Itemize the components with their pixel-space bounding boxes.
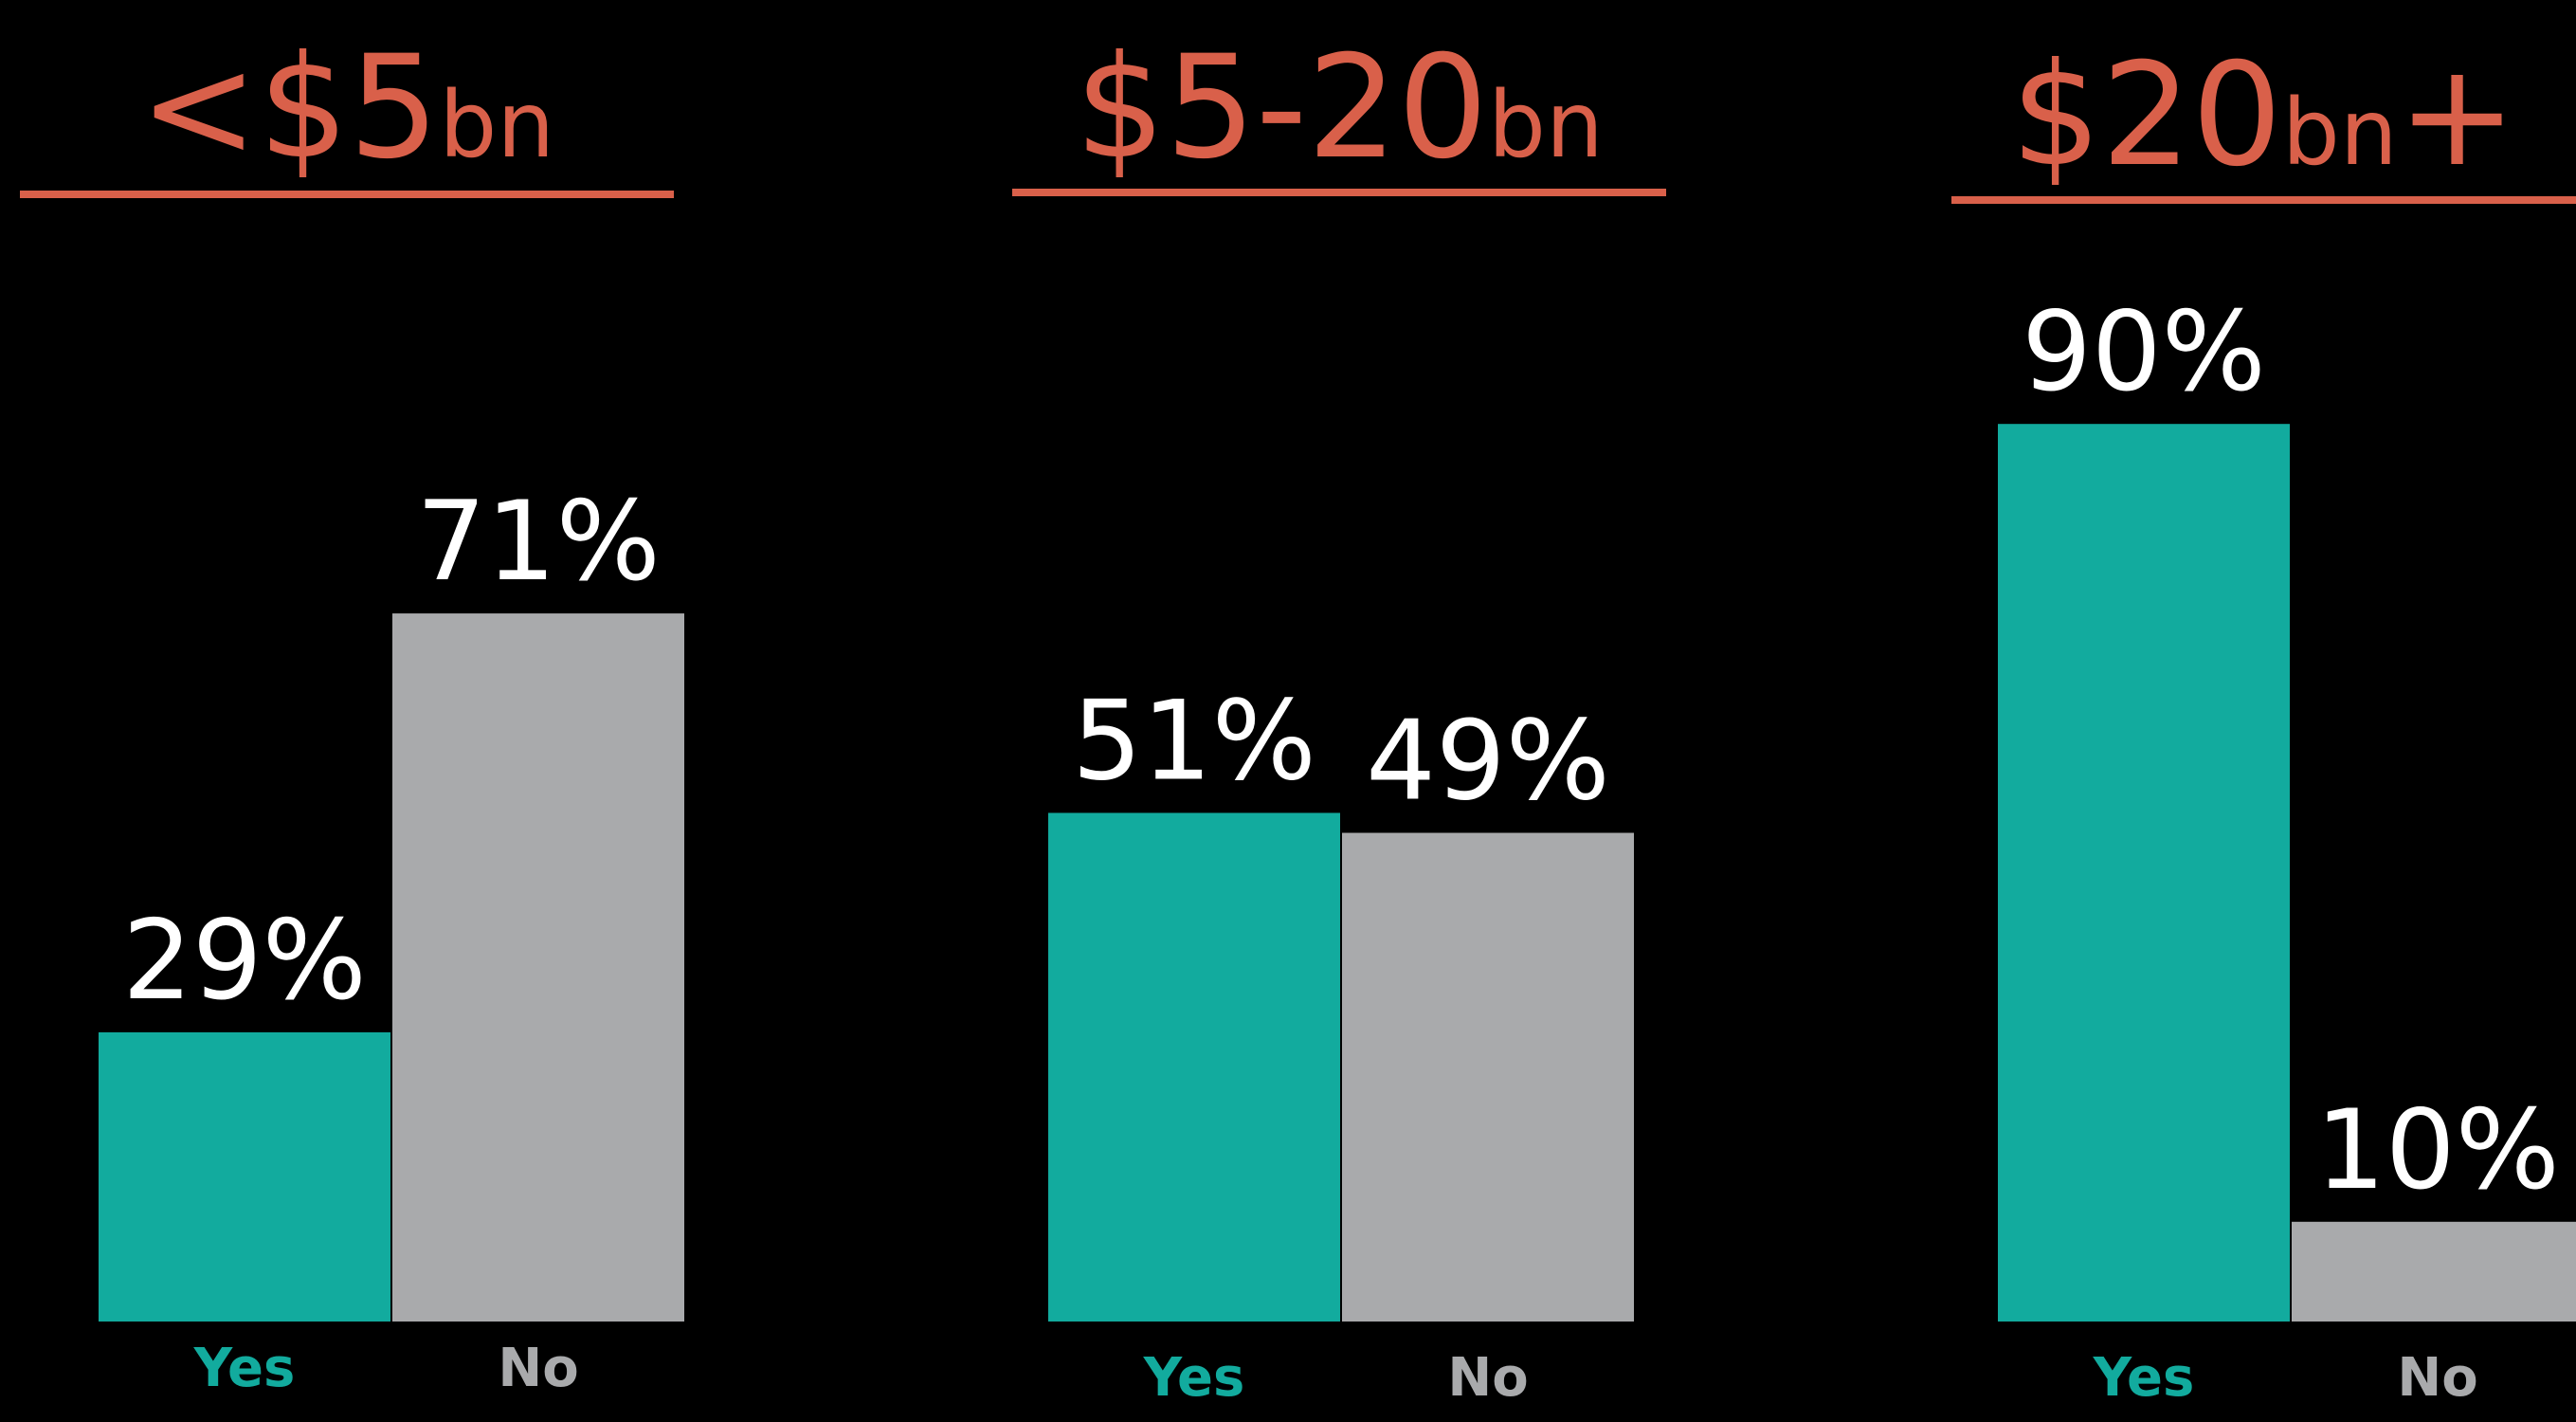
bar: [2292, 1221, 2576, 1322]
bar: [1998, 424, 2290, 1322]
category-label: Yes: [193, 1338, 296, 1399]
category-label: No: [498, 1338, 578, 1399]
category-label: No: [2397, 1347, 2477, 1409]
value-label: 10%: [2315, 1086, 2560, 1214]
title-part: bn: [439, 72, 554, 178]
value-label: 29%: [122, 897, 367, 1025]
title-part: bn: [1488, 72, 1604, 178]
value-label: 71%: [416, 478, 661, 606]
title-part: bn: [2282, 80, 2398, 186]
title-part: $20: [2011, 33, 2282, 198]
value-label: 90%: [2022, 288, 2266, 416]
bar: [1048, 812, 1340, 1322]
title-part: +: [2398, 33, 2517, 198]
category-label: Yes: [2093, 1347, 2195, 1409]
title-part: $5-20: [1075, 26, 1488, 191]
bar: [392, 613, 684, 1322]
category-label: Yes: [1143, 1347, 1245, 1409]
value-label: 49%: [1366, 698, 1610, 826]
category-label: No: [1447, 1347, 1528, 1409]
title-part: <$5: [139, 26, 440, 191]
bar: [99, 1031, 390, 1322]
value-label: 51%: [1072, 677, 1316, 805]
bar: [1342, 832, 1634, 1322]
group-title: $20bn+: [2011, 33, 2517, 198]
group-title: $5-20bn: [1075, 26, 1604, 191]
group-title: <$5bn: [139, 26, 554, 191]
